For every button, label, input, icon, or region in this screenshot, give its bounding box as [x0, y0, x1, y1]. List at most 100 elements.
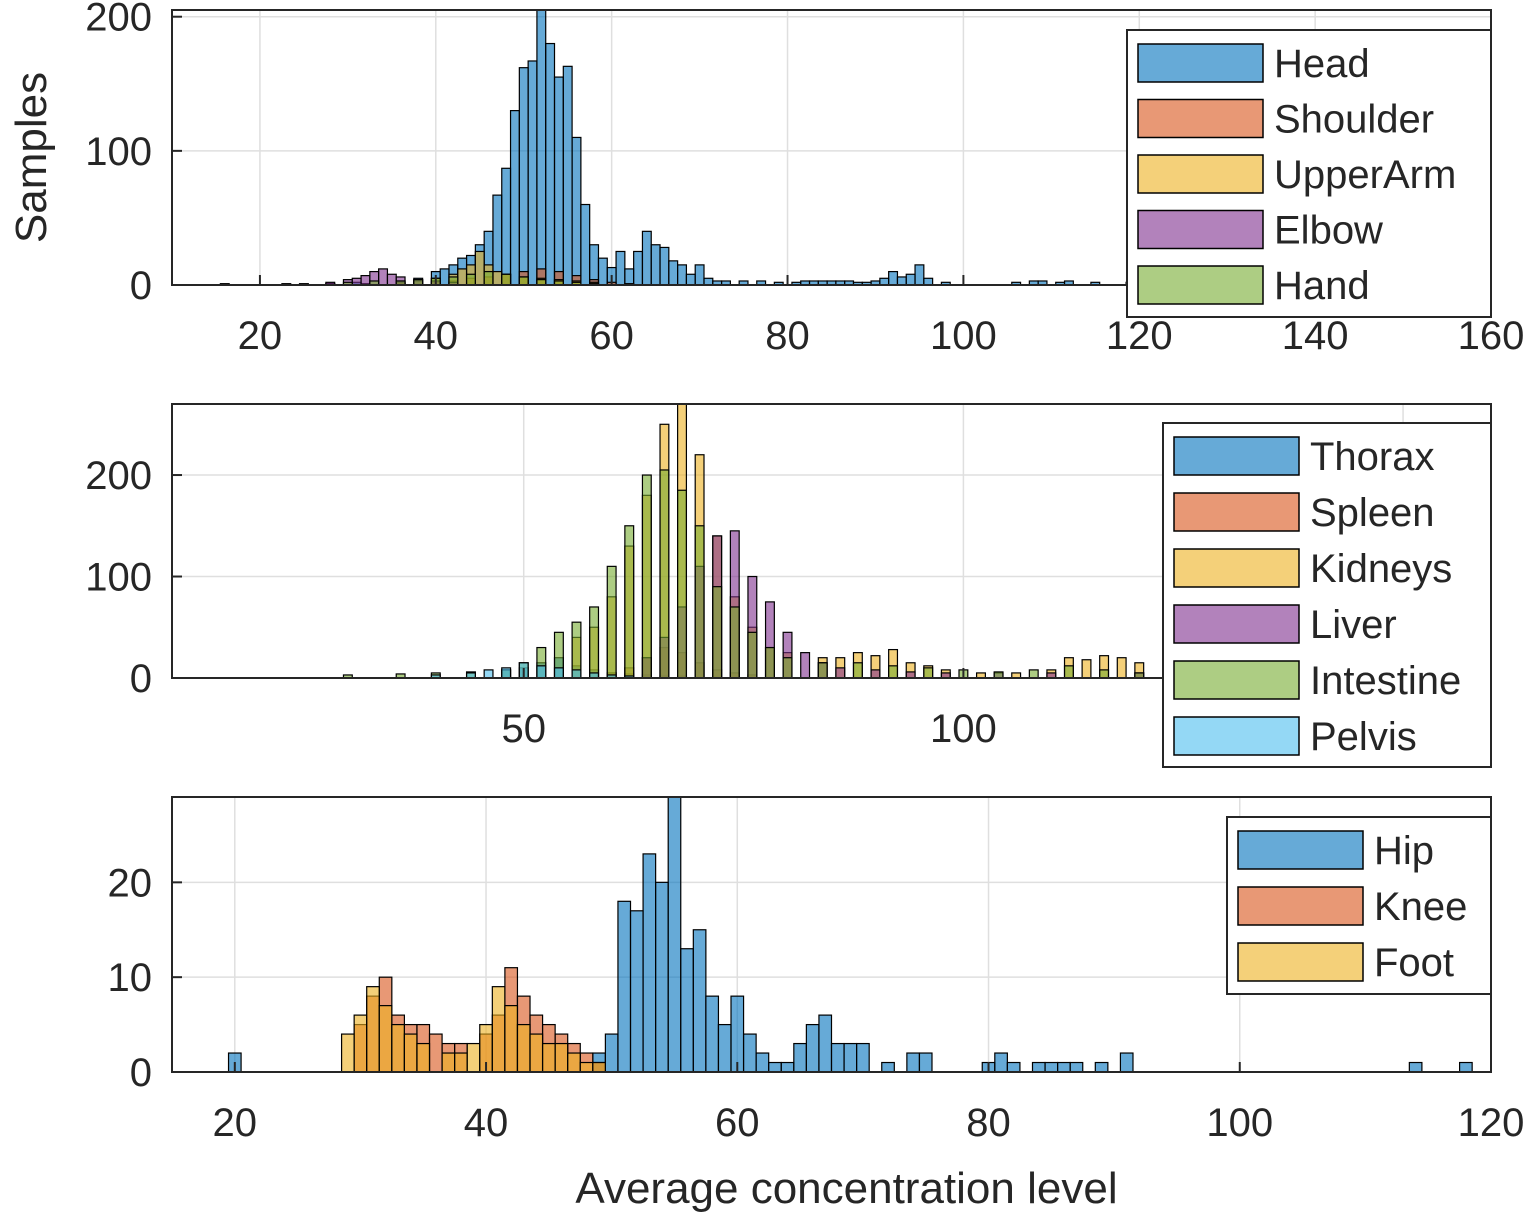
x-tick-label: 120: [1106, 314, 1173, 358]
bar-UpperArm: [492, 270, 503, 286]
bar-Intestine: [624, 525, 635, 679]
bar-Hip: [667, 796, 682, 1073]
bar-Head: [536, 9, 547, 286]
bar-Foot: [541, 1042, 556, 1073]
bar-Head: [589, 244, 600, 286]
bar-Head: [527, 60, 538, 286]
legend-label: Thorax: [1310, 435, 1435, 479]
bar-Head: [553, 76, 564, 286]
y-tick-label: 200: [85, 454, 152, 498]
x-tick-label: 20: [238, 314, 283, 358]
bar-Hip: [1031, 1061, 1046, 1073]
bar-Head: [905, 273, 916, 286]
bar-Head: [923, 277, 934, 286]
bar-Head: [501, 167, 512, 286]
bar-Hip: [768, 1061, 782, 1073]
bar-Head: [580, 203, 591, 286]
legend-label: Hand: [1274, 264, 1370, 308]
bar-Foot: [378, 1005, 393, 1073]
x-axis-label: Average concentration level: [575, 1164, 1117, 1213]
series-Hip: [227, 796, 1473, 1073]
legend-swatch-Thorax: [1173, 436, 1300, 476]
legend-swatch-Head: [1137, 43, 1264, 83]
bar-Foot: [353, 1014, 368, 1073]
bar-UpperArm: [474, 250, 485, 286]
bar-Foot: [416, 1042, 431, 1073]
bar-Intestine: [817, 662, 828, 679]
legend-label: Hip: [1374, 829, 1434, 873]
bar-Hip: [918, 1052, 933, 1073]
bar-Hip: [818, 1014, 833, 1073]
legend-swatch-UpperArm: [1137, 154, 1264, 194]
x-tick-label: 140: [1282, 314, 1349, 358]
x-tick-label: 40: [464, 1101, 509, 1145]
legend-swatch-Shoulder: [1137, 98, 1264, 139]
bar-Hip: [780, 1061, 795, 1073]
y-tick-label: 0: [130, 264, 152, 308]
bar-Head: [518, 67, 529, 286]
bar-Head: [703, 277, 714, 286]
bar-Foot: [554, 1042, 569, 1073]
bar-Head: [545, 42, 556, 286]
legend-label: Pelvis: [1310, 715, 1417, 759]
legend-swatch-Kidneys: [1173, 548, 1300, 588]
bar-Hand: [518, 276, 529, 286]
legend-swatch-Intestine: [1173, 660, 1300, 700]
legend-label: Elbow: [1274, 209, 1383, 253]
legend-box: [1162, 422, 1492, 768]
bar-Elbow: [351, 277, 362, 286]
bar-Head: [650, 244, 661, 286]
bar-Hip: [1119, 1052, 1134, 1073]
bar-Intestine: [782, 657, 793, 679]
y-tick-label: 0: [130, 657, 152, 701]
y-tick-label: 200: [85, 0, 152, 40]
x-tick-label: 40: [414, 314, 459, 358]
legend-label: Shoulder: [1274, 98, 1434, 142]
bar-Hip: [881, 1061, 895, 1073]
bar-Hand: [465, 273, 476, 286]
bar-Hip: [1057, 1061, 1071, 1073]
bar-Hip: [730, 995, 745, 1073]
legend-label: Knee: [1374, 885, 1467, 929]
bar-Foot: [592, 1061, 606, 1073]
bar-Head: [509, 110, 520, 286]
legend-label: Foot: [1374, 941, 1454, 985]
bar-Pelvis: [501, 667, 512, 679]
bar-Head: [633, 250, 644, 286]
bar-Hip: [1044, 1061, 1059, 1073]
legend-label: Spleen: [1310, 491, 1435, 535]
legend-swatch-Knee: [1237, 886, 1364, 926]
bar-Hip: [705, 995, 720, 1073]
x-tick-label: 100: [1206, 1101, 1273, 1145]
bar-Pelvis: [483, 669, 494, 679]
bar-Hip: [692, 929, 707, 1073]
bar-Foot: [441, 1052, 456, 1073]
bar-Foot: [403, 1033, 418, 1073]
bar-Hip: [1458, 1061, 1473, 1073]
y-tick-label: 10: [108, 956, 153, 1000]
x-tick-label: 20: [213, 1101, 258, 1145]
bar-Hand: [483, 270, 494, 286]
legend-swatch-Spleen: [1173, 492, 1300, 532]
bar-Foot: [454, 1052, 468, 1073]
x-tick-label: 100: [930, 314, 997, 358]
bar-Liver: [835, 667, 846, 679]
bar-Head: [439, 268, 450, 286]
legend-swatch-Foot: [1237, 942, 1364, 982]
bar-Foot: [529, 1033, 544, 1073]
panel-3: 20 40 60 80 100 120 0 10 20 Average concentration…: [108, 796, 1524, 1213]
bar-Head: [896, 276, 907, 286]
bar-Head: [641, 230, 652, 286]
bar-Hip: [793, 1042, 807, 1073]
legend-swatch-Liver: [1173, 604, 1300, 644]
bar-Intestine: [747, 631, 758, 679]
legend-swatch-Hand: [1137, 265, 1264, 305]
bar-Hip: [1094, 1061, 1109, 1073]
bar-Intestine: [659, 469, 670, 679]
bar-Head: [677, 264, 688, 286]
bar-Intestine: [852, 662, 863, 679]
bar-Intestine: [923, 667, 934, 679]
bar-Hip: [994, 1052, 1008, 1073]
y-tick-label: 20: [108, 861, 153, 905]
